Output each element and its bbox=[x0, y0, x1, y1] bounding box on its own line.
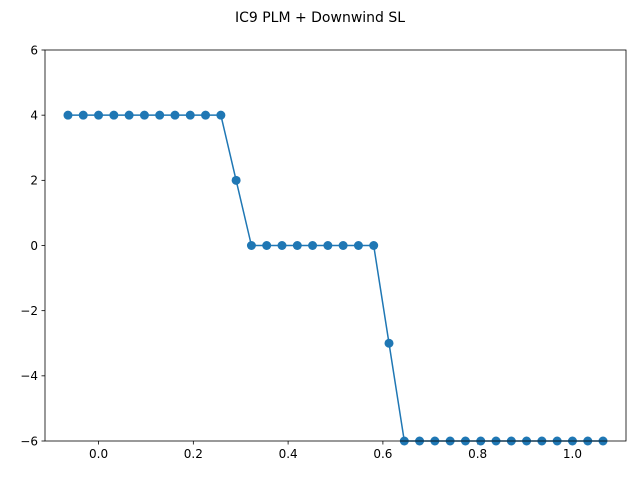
data-point bbox=[323, 241, 333, 250]
data-point bbox=[262, 241, 272, 250]
y-tick-label: 6 bbox=[30, 43, 38, 57]
data-point bbox=[155, 110, 165, 120]
data-point bbox=[369, 241, 379, 250]
x-tick-label: 0.6 bbox=[373, 447, 392, 461]
y-tick-label: 2 bbox=[30, 174, 38, 188]
data-point bbox=[277, 241, 287, 250]
x-tick-label: 0.0 bbox=[89, 447, 108, 461]
data-point bbox=[384, 338, 394, 348]
data-point bbox=[170, 110, 180, 120]
x-tick-label: 0.8 bbox=[468, 447, 487, 461]
data-point bbox=[94, 110, 104, 120]
chart-title: IC9 PLM + Downwind SL bbox=[235, 10, 405, 26]
data-point bbox=[124, 110, 134, 120]
y-tick-label: −6 bbox=[20, 434, 38, 448]
data-point bbox=[185, 110, 195, 120]
data-point bbox=[231, 175, 241, 185]
data-point bbox=[216, 110, 226, 120]
data-point bbox=[78, 110, 88, 120]
data-point bbox=[308, 241, 318, 250]
axes-frame bbox=[44, 49, 627, 442]
data-point bbox=[109, 110, 119, 120]
y-tick-label: 0 bbox=[30, 239, 38, 253]
data-point bbox=[292, 241, 302, 250]
data-point bbox=[246, 241, 256, 250]
data-point bbox=[338, 241, 348, 250]
data-point bbox=[201, 110, 211, 120]
data-point bbox=[139, 110, 149, 120]
x-tick-label: 0.4 bbox=[279, 447, 298, 461]
x-tick-label: 1.0 bbox=[563, 447, 582, 461]
series-line bbox=[67, 114, 604, 442]
y-tick-label: −2 bbox=[20, 304, 38, 318]
y-tick-label: −4 bbox=[20, 369, 38, 383]
x-tick-label: 0.2 bbox=[184, 447, 203, 461]
data-point bbox=[63, 110, 73, 120]
data-point bbox=[353, 241, 363, 250]
y-tick-label: 4 bbox=[30, 108, 38, 122]
plot-area: 0.0 0.2 0.4 0.6 0.8 1.0 −6 −4 −2 0 2 4 6 bbox=[20, 43, 627, 461]
